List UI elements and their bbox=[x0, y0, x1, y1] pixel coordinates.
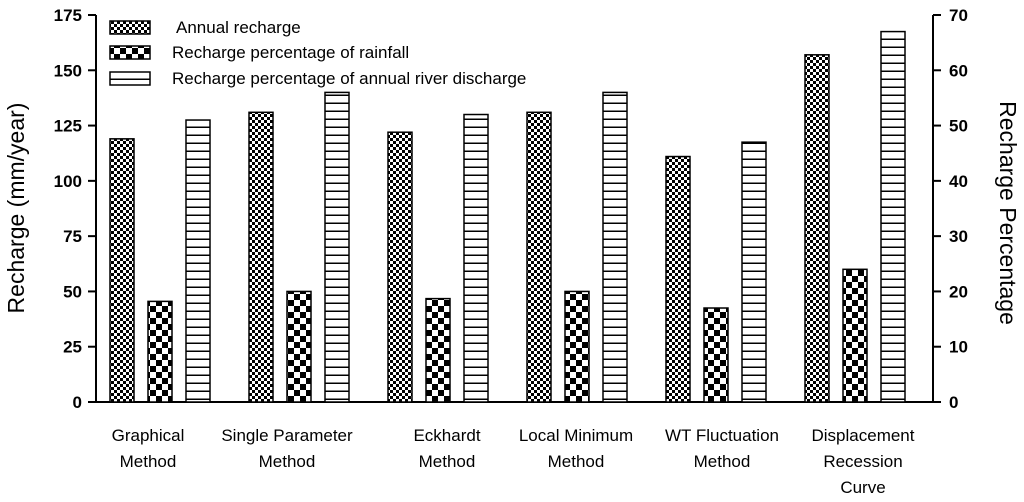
bar-marks bbox=[109, 30, 906, 403]
legend: Annual recharge Recharge percentage of r… bbox=[109, 18, 526, 88]
right-tick-label: 40 bbox=[949, 172, 968, 191]
bar-checker-fine-4 bbox=[665, 155, 691, 403]
left-axis-title: Recharge (mm/year) bbox=[3, 103, 29, 314]
bar-horizontal-lines-1 bbox=[324, 91, 350, 403]
right-tick-label: 10 bbox=[949, 338, 968, 357]
right-tick-label: 20 bbox=[949, 282, 968, 301]
left-tick-label: 50 bbox=[63, 282, 82, 301]
right-y-ticks: 0 10 20 30 40 50 60 70 bbox=[933, 6, 968, 412]
bar-horizontal-lines-0 bbox=[185, 119, 211, 403]
category-label-line: Local Minimum bbox=[519, 426, 633, 445]
left-tick-label: 25 bbox=[63, 338, 82, 357]
category-label-line: WT Fluctuation bbox=[665, 426, 779, 445]
right-tick-label: 30 bbox=[949, 227, 968, 246]
left-tick-label: 150 bbox=[54, 61, 82, 80]
left-tick-label: 125 bbox=[54, 117, 82, 136]
bar-checker-fine-5 bbox=[804, 54, 830, 403]
category-label-line: Method bbox=[259, 452, 316, 471]
right-tick-label: 50 bbox=[949, 117, 968, 136]
legend-label-rainfall: Recharge percentage of rainfall bbox=[172, 43, 409, 62]
category-label-line: Curve bbox=[840, 478, 885, 497]
category-label-line: Displacement bbox=[812, 426, 915, 445]
bar-checker-coarse-1 bbox=[286, 290, 312, 403]
right-tick-label: 70 bbox=[949, 6, 968, 25]
category-label-line: Method bbox=[548, 452, 605, 471]
bar-checker-fine-0 bbox=[109, 138, 135, 403]
bar-checker-fine-1 bbox=[248, 111, 274, 403]
bar-checker-coarse-2 bbox=[425, 297, 451, 403]
legend-label-annual-recharge: Annual recharge bbox=[176, 18, 301, 37]
left-tick-label: 0 bbox=[73, 393, 82, 412]
legend-swatch-river-discharge bbox=[109, 71, 151, 86]
bar-checker-coarse-5 bbox=[842, 268, 868, 403]
left-tick-label: 75 bbox=[63, 227, 82, 246]
category-label-line: Graphical bbox=[112, 426, 185, 445]
bar-horizontal-lines-3 bbox=[602, 91, 628, 403]
category-labels: Graphical Method Single Parameter Method Eck… bbox=[112, 426, 915, 497]
left-y-ticks: 0 25 50 75 100 125 150 175 bbox=[54, 6, 96, 412]
category-label-line: Eckhardt bbox=[413, 426, 480, 445]
category-label-line: Recession bbox=[823, 452, 902, 471]
legend-label-river-discharge: Recharge percentage of annual river disc… bbox=[172, 69, 526, 88]
bar-horizontal-lines-5 bbox=[880, 30, 906, 403]
bar-checker-coarse-3 bbox=[564, 290, 590, 403]
category-label-line: Single Parameter bbox=[221, 426, 353, 445]
bar-horizontal-lines-4 bbox=[741, 141, 767, 403]
category-label-line: Method bbox=[120, 452, 177, 471]
bar-checker-coarse-0 bbox=[147, 300, 173, 403]
bar-checker-coarse-4 bbox=[703, 307, 729, 403]
right-tick-label: 0 bbox=[949, 393, 958, 412]
left-tick-label: 175 bbox=[54, 6, 82, 25]
bar-horizontal-lines-2 bbox=[463, 113, 489, 403]
right-tick-label: 60 bbox=[949, 61, 968, 80]
left-tick-label: 100 bbox=[54, 172, 82, 191]
bar-checker-fine-2 bbox=[387, 131, 413, 403]
right-axis-title: Recharge Percentage bbox=[995, 101, 1021, 325]
bar-checker-fine-3 bbox=[526, 111, 552, 403]
category-label-line: Method bbox=[419, 452, 476, 471]
category-label-line: Method bbox=[694, 452, 751, 471]
legend-swatch-rainfall bbox=[109, 45, 151, 60]
legend-swatch-annual-recharge bbox=[109, 20, 151, 35]
